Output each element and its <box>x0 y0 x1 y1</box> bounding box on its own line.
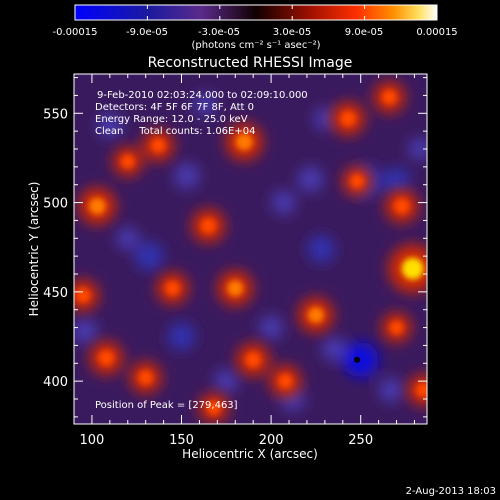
dark-source-2 <box>134 241 164 271</box>
colorbar-tick-1: -9.0e-05 <box>126 27 168 38</box>
x-tick-label-2: 200 <box>259 433 284 448</box>
bright-source-core-0 <box>235 133 253 151</box>
dark-source-11 <box>259 315 284 340</box>
colorbar-tick-5: 0.00015 <box>416 27 457 38</box>
dark-source-0 <box>343 342 379 378</box>
bright-source-core-1 <box>340 111 356 127</box>
y-tick-label-2: 500 <box>43 197 68 212</box>
dark-source-3 <box>307 235 335 263</box>
x-tick-label-1: 150 <box>169 433 194 448</box>
bright-source-core-20 <box>389 320 404 335</box>
dark-source-8 <box>97 113 122 138</box>
dark-source-12 <box>214 369 239 394</box>
colorbar-tick-0: -0.00015 <box>53 27 98 38</box>
peak-marker <box>354 356 361 363</box>
colorbar: -0.00015 -9.0e-05 -3.0e-05 3.0e-05 9.0e-… <box>53 4 458 51</box>
bright-source-core-15 <box>207 401 221 415</box>
dark-source-9 <box>74 318 98 344</box>
bright-cores-layer <box>75 90 427 415</box>
colorbar-unit-label: (photons cm⁻² s⁻¹ asec⁻²) <box>191 40 320 51</box>
x-tick-label-0: 100 <box>80 433 105 448</box>
y-tick-label-3: 550 <box>43 107 68 122</box>
x-tick-label-3: 250 <box>348 433 373 448</box>
bright-source-core-3 <box>200 218 216 234</box>
dark-source-16 <box>313 107 337 130</box>
colorbar-tick-3: 3.0e-05 <box>273 27 311 38</box>
bright-source-core-6 <box>89 197 106 215</box>
dark-source-14 <box>321 337 346 361</box>
plot-area <box>74 74 427 424</box>
dark-source-17 <box>408 137 427 161</box>
annotation-time-range: 9-Feb-2010 02:03:24.000 to 02:09:10.000 <box>97 90 308 101</box>
axis-ticks <box>73 74 427 424</box>
bright-source-core-2 <box>382 90 397 105</box>
dark-source-7 <box>174 162 200 189</box>
annotation-total-counts: Clean Total counts: 1.06E+04 <box>95 126 255 137</box>
bright-source-core-14 <box>278 374 293 389</box>
y-tick-label-1: 450 <box>43 286 68 301</box>
dark-source-18 <box>193 93 217 116</box>
dark-source-15 <box>379 378 404 403</box>
bright-source-core-4 <box>151 138 166 153</box>
bright-source-core-19 <box>416 383 427 398</box>
bright-source-core-5 <box>121 154 135 169</box>
dark-source-4 <box>382 167 411 195</box>
bright-source-core-16 <box>350 174 364 188</box>
dark-source-5 <box>297 166 324 193</box>
bright-source-core-18 <box>401 257 424 280</box>
bright-source-core-13 <box>245 352 261 368</box>
timestamp: 2-Aug-2013 18:03 <box>406 486 496 497</box>
bright-source-core-7 <box>75 288 90 303</box>
plot-frame <box>73 73 428 425</box>
x-axis-label: Heliocentric X (arcsec) <box>182 447 318 461</box>
bright-source-core-10 <box>308 307 324 323</box>
dark-sources-layer <box>74 93 427 411</box>
colorbar-tick-4: 9.0e-05 <box>345 27 383 38</box>
colorbar-ticks <box>74 5 438 20</box>
y-axis-label: Heliocentric Y (arcsec) <box>27 182 41 317</box>
colorbar-gradient <box>74 4 438 21</box>
colorbar-tick-2: -3.0e-05 <box>198 27 240 38</box>
bright-source-core-11 <box>98 350 114 366</box>
bright-source-core-8 <box>165 281 180 296</box>
bright-source-core-12 <box>138 370 153 385</box>
dark-source-6 <box>271 190 296 215</box>
dark-source-10 <box>167 322 196 351</box>
y-tick-label-0: 400 <box>43 375 68 390</box>
axis-tick-labels: 100 150 200 250 400 450 500 550 <box>43 107 373 448</box>
dark-source-19 <box>116 227 139 250</box>
bright-source-core-17 <box>394 198 410 214</box>
bright-source-core-9 <box>227 280 244 297</box>
annotation-energy-range: Energy Range: 12.0 - 25.0 keV <box>95 114 248 125</box>
chart-title: Reconstructed RHESSI Image <box>148 55 353 71</box>
peak-position-label: Position of Peak = [279,463] <box>95 400 238 411</box>
annotation-detectors: Detectors: 4F 5F 6F 7F 8F, Att 0 <box>95 102 254 113</box>
